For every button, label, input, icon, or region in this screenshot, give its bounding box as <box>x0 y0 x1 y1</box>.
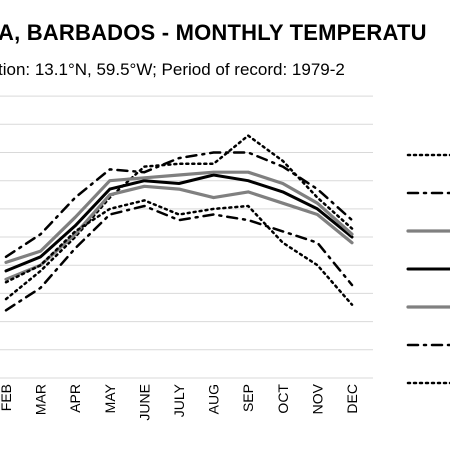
series-line-2 <box>4 204 354 312</box>
series-line-4 <box>4 173 354 273</box>
chart-title: A, BARBADOS - MONTHLY TEMPERATU <box>0 20 427 45</box>
x-tick-label: MAR <box>33 384 49 415</box>
x-tick-label: JUNE <box>136 384 152 421</box>
chart-subtitle: tion: 13.1°N, 59.5°W; Period of record: … <box>0 60 345 79</box>
x-tick-label: SEP <box>240 384 256 412</box>
x-tick-label: FEB <box>0 384 14 411</box>
series-line-5 <box>4 170 354 264</box>
x-tick-label: APR <box>67 384 83 413</box>
x-tick-label: MAY <box>102 383 118 413</box>
series-line-7 <box>4 199 354 306</box>
x-tick-label: NOV <box>309 383 325 414</box>
x-tick-label: OCT <box>275 384 291 414</box>
x-tick-label: JULY <box>171 383 187 417</box>
x-tick-label: DEC <box>344 384 360 414</box>
x-tick-label: AUG <box>206 384 222 414</box>
series-line-3 <box>4 184 354 281</box>
series-line-6 <box>4 151 354 259</box>
